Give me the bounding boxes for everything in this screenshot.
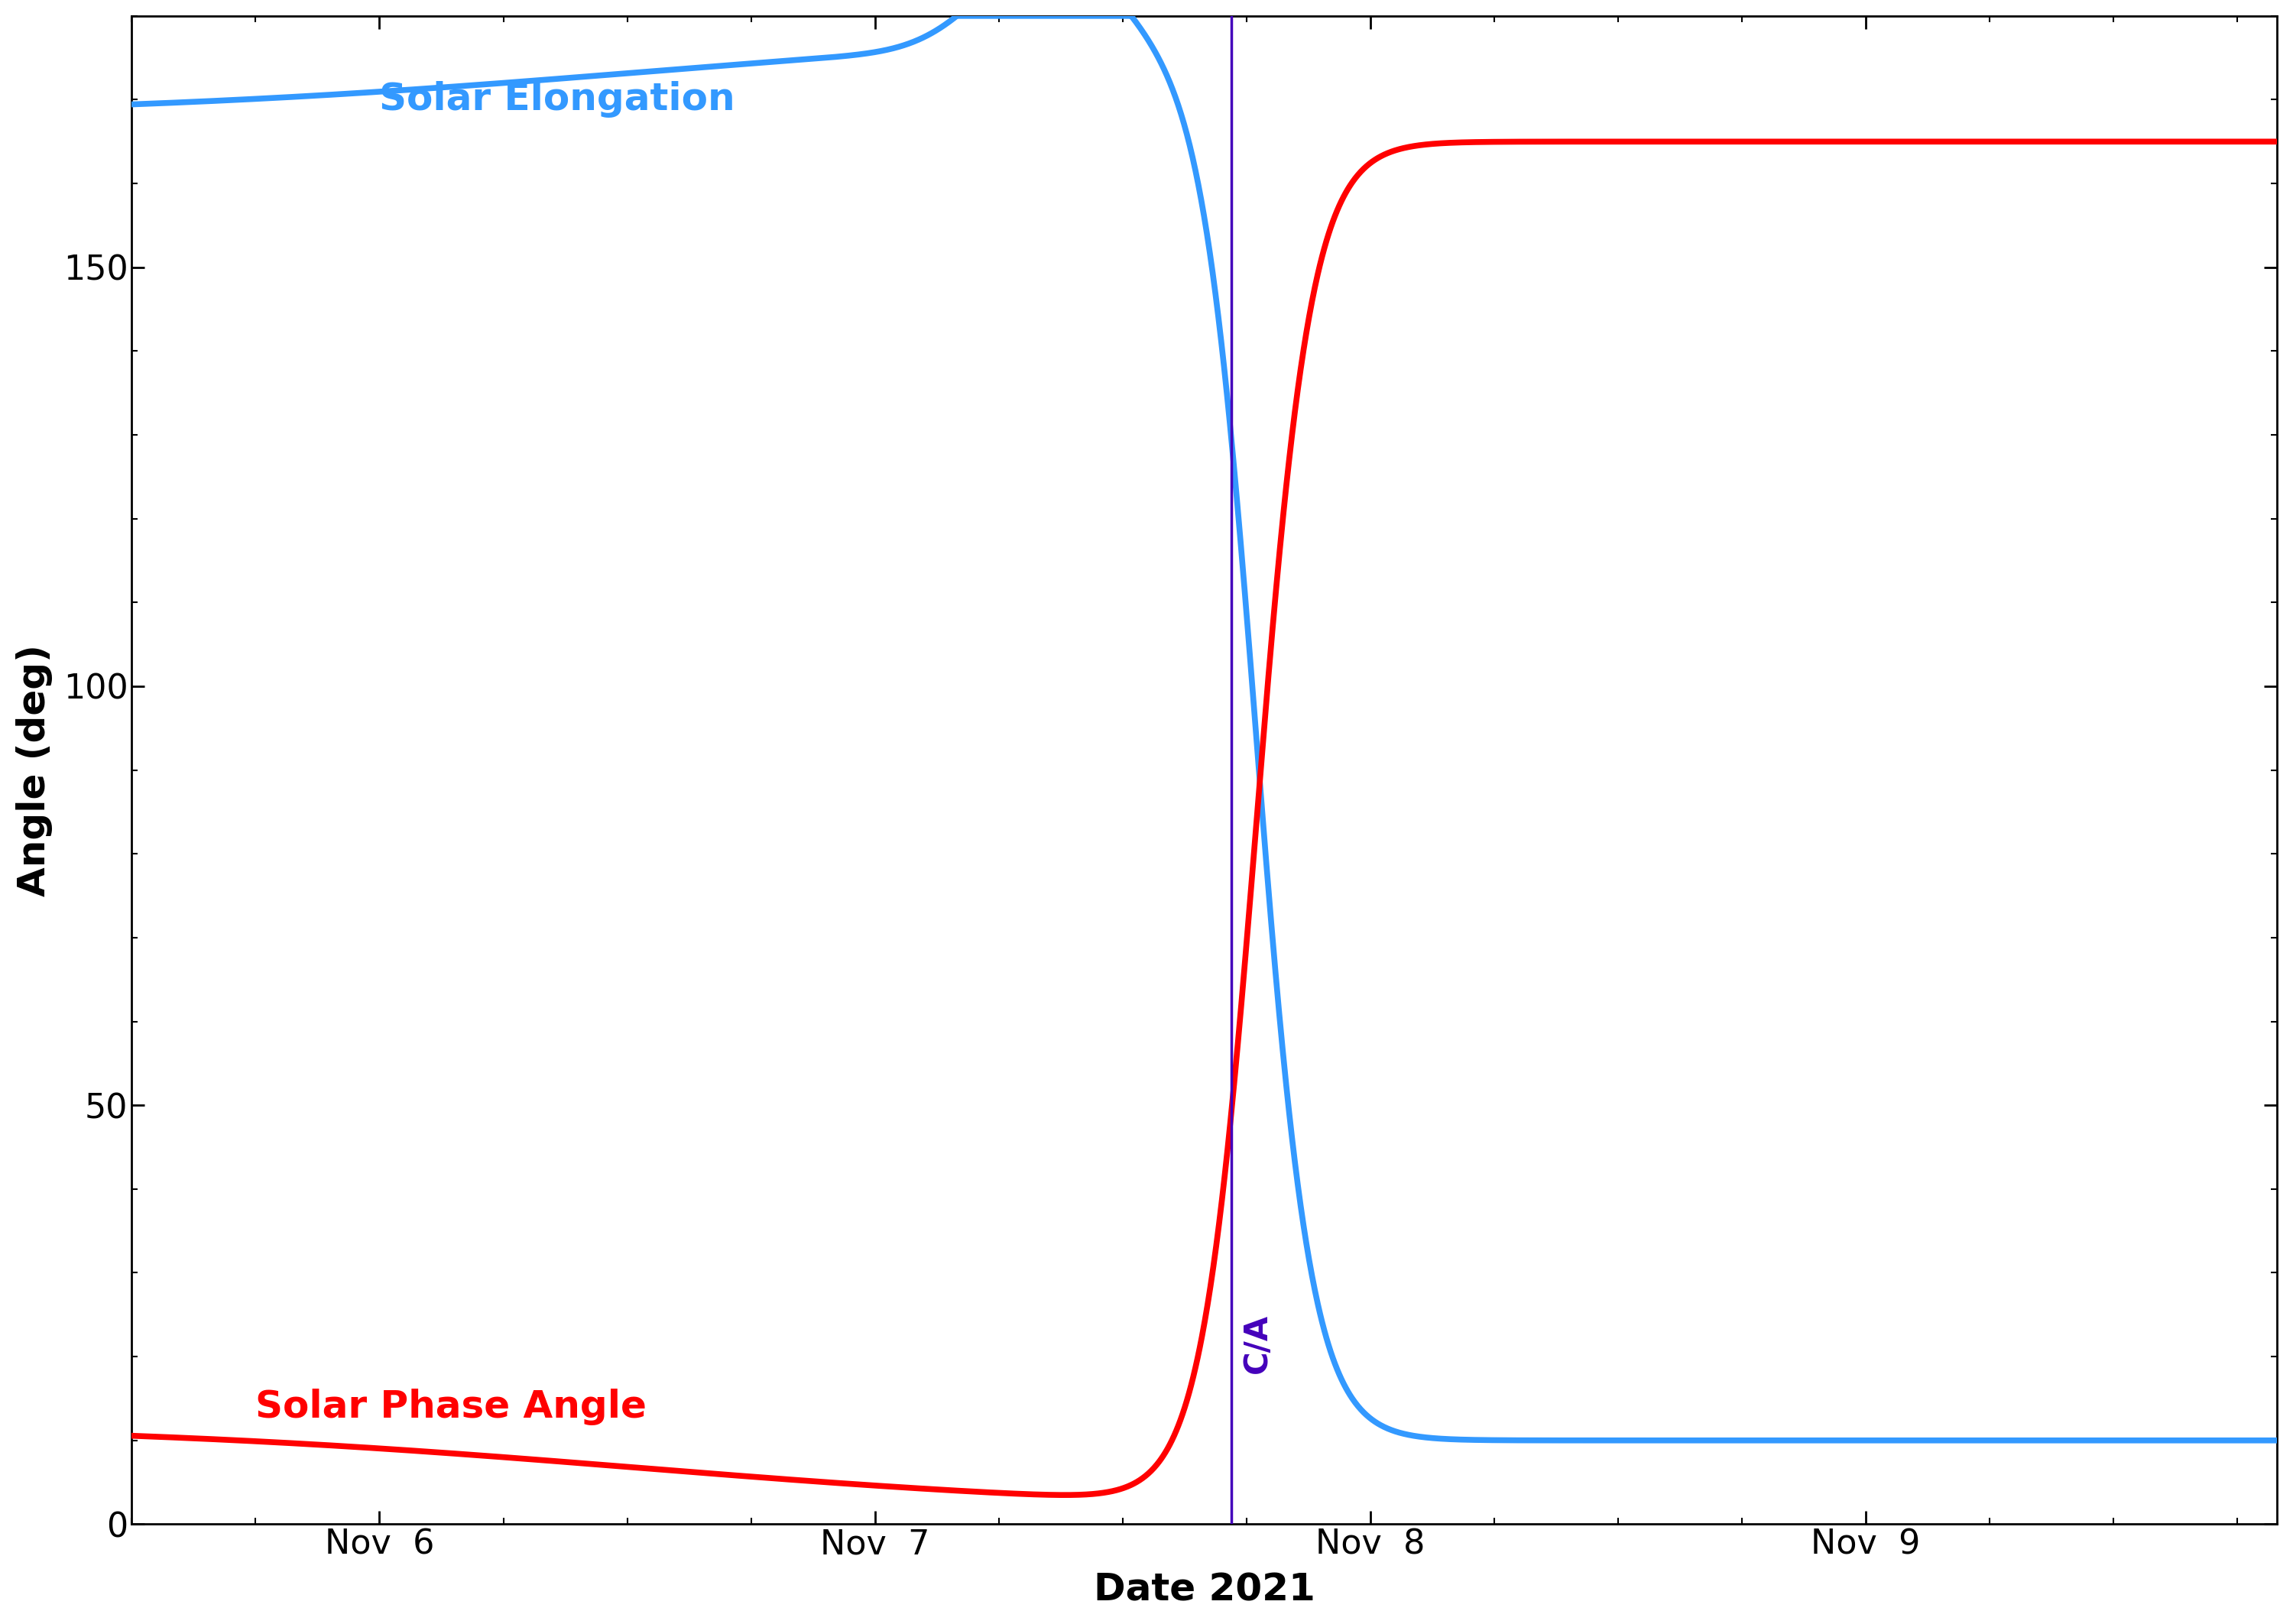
X-axis label: Date 2021: Date 2021 xyxy=(1094,1572,1316,1608)
Text: Solar Phase Angle: Solar Phase Angle xyxy=(255,1389,647,1426)
Y-axis label: Angle (deg): Angle (deg) xyxy=(16,645,53,896)
Text: Solar Elongation: Solar Elongation xyxy=(378,81,736,119)
Text: C/A: C/A xyxy=(1241,1314,1273,1374)
